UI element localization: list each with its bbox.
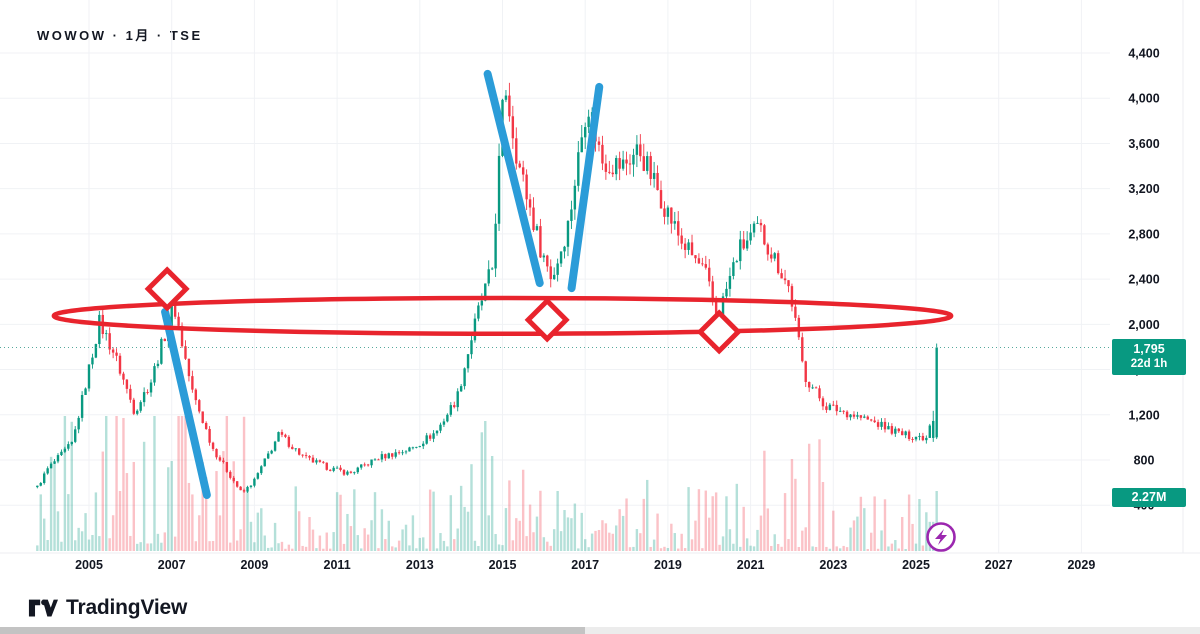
price-axis-label: 3,600 [1128, 137, 1159, 151]
price-axis-label: 3,200 [1128, 182, 1159, 196]
price-axis[interactable]: 4,4004,0003,6003,2002,8002,4002,0001,600… [1128, 47, 1159, 513]
time-axis-label: 2029 [1067, 558, 1095, 572]
tradingview-logo-icon [28, 599, 58, 617]
time-axis-label: 2013 [406, 558, 434, 572]
time-axis-label: 2009 [240, 558, 268, 572]
price-axis-label: 2,400 [1128, 273, 1159, 287]
tradingview-logo[interactable]: TradingView [28, 596, 187, 620]
scrollbar-thumb[interactable] [0, 627, 585, 634]
price-axis-label: 800 [1134, 453, 1155, 467]
tradingview-logo-text: TradingView [66, 596, 188, 619]
price-axis-label: 4,400 [1128, 47, 1159, 61]
price-chart-canvas[interactable]: 4,4004,0003,6003,2002,8002,4002,0001,600… [0, 0, 1200, 590]
volume-badge: 2.27M [1112, 488, 1186, 507]
time-axis-label: 2021 [737, 558, 765, 572]
time-axis-label: 2017 [571, 558, 599, 572]
bar-countdown: 22d 1h [1130, 358, 1168, 370]
last-price-badge: 1,795 22d 1h [1112, 339, 1186, 375]
chart-gridlines [0, 0, 1200, 554]
event-lightning-icon[interactable] [926, 522, 956, 552]
time-axis-label: 2019 [654, 558, 682, 572]
time-axis-label: 2007 [158, 558, 186, 572]
time-axis-label: 2027 [985, 558, 1013, 572]
last-price-value: 1,795 [1133, 342, 1165, 356]
price-axis-label: 2,800 [1128, 227, 1159, 241]
price-axis-label: 1,200 [1128, 408, 1159, 422]
time-axis-label: 2023 [819, 558, 847, 572]
time-axis-label: 2011 [324, 558, 351, 572]
time-axis[interactable]: 2005 2007 2009 2011 2013 2015 2017 2019 2021 2023… [75, 558, 1095, 572]
price-axis-label: 4,000 [1128, 92, 1159, 106]
price-axis-label: 2,000 [1128, 318, 1159, 332]
support-zone-ellipse[interactable] [51, 295, 954, 336]
diamond-markers[interactable] [144, 266, 742, 355]
symbol-title: WOWOW · 1月 · TSE [37, 28, 203, 43]
time-axis-label: 2025 [902, 558, 930, 572]
horizontal-scrollbar[interactable] [0, 627, 1200, 634]
time-axis-label: 2015 [489, 558, 517, 572]
volume-histogram [36, 416, 938, 551]
trendline-annotations[interactable] [161, 69, 604, 500]
time-axis-label: 2005 [75, 558, 103, 572]
